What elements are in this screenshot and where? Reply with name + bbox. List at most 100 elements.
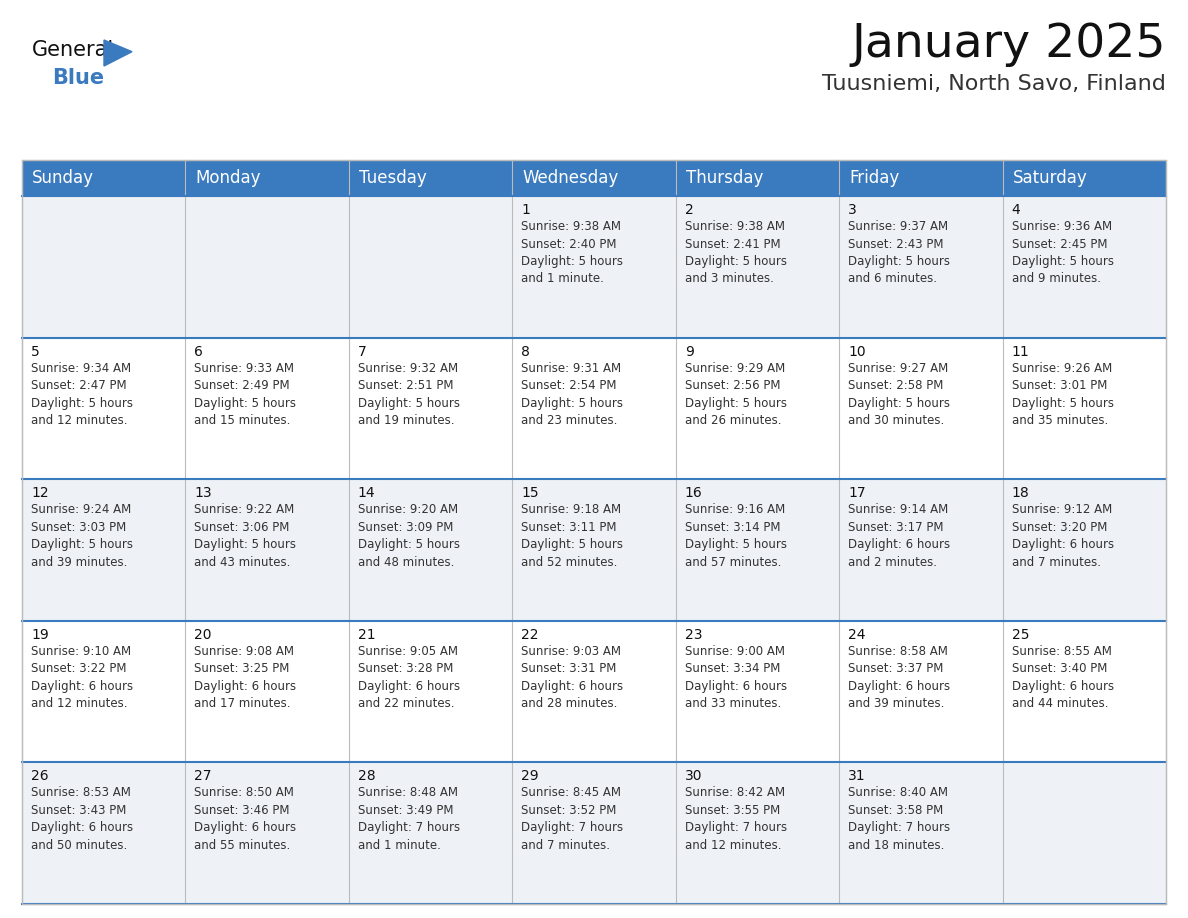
Text: Sunrise: 9:33 AM
Sunset: 2:49 PM
Daylight: 5 hours
and 15 minutes.: Sunrise: 9:33 AM Sunset: 2:49 PM Dayligh… xyxy=(195,362,297,427)
Bar xyxy=(1003,160,1165,196)
Bar xyxy=(839,621,1003,763)
Text: 19: 19 xyxy=(31,628,49,642)
Bar xyxy=(839,338,1003,479)
Text: Sunrise: 9:31 AM
Sunset: 2:54 PM
Daylight: 5 hours
and 23 minutes.: Sunrise: 9:31 AM Sunset: 2:54 PM Dayligh… xyxy=(522,362,624,427)
Text: Sunrise: 9:22 AM
Sunset: 3:06 PM
Daylight: 5 hours
and 43 minutes.: Sunrise: 9:22 AM Sunset: 3:06 PM Dayligh… xyxy=(195,503,297,568)
Bar xyxy=(185,338,349,479)
Text: Sunrise: 9:16 AM
Sunset: 3:14 PM
Daylight: 5 hours
and 57 minutes.: Sunrise: 9:16 AM Sunset: 3:14 PM Dayligh… xyxy=(684,503,786,568)
Text: Sunrise: 8:53 AM
Sunset: 3:43 PM
Daylight: 6 hours
and 50 minutes.: Sunrise: 8:53 AM Sunset: 3:43 PM Dayligh… xyxy=(31,787,133,852)
Bar xyxy=(839,763,1003,904)
Bar xyxy=(349,479,512,621)
Bar xyxy=(512,338,676,479)
Text: 31: 31 xyxy=(848,769,866,783)
Text: 14: 14 xyxy=(358,487,375,500)
Text: Sunrise: 9:36 AM
Sunset: 2:45 PM
Daylight: 5 hours
and 9 minutes.: Sunrise: 9:36 AM Sunset: 2:45 PM Dayligh… xyxy=(1011,220,1113,285)
Bar xyxy=(839,160,1003,196)
Bar xyxy=(185,196,349,338)
Text: Sunrise: 9:26 AM
Sunset: 3:01 PM
Daylight: 5 hours
and 35 minutes.: Sunrise: 9:26 AM Sunset: 3:01 PM Dayligh… xyxy=(1011,362,1113,427)
Bar xyxy=(839,196,1003,338)
Text: Sunday: Sunday xyxy=(32,169,94,187)
Bar xyxy=(512,763,676,904)
Text: 26: 26 xyxy=(31,769,49,783)
Text: Sunrise: 9:34 AM
Sunset: 2:47 PM
Daylight: 5 hours
and 12 minutes.: Sunrise: 9:34 AM Sunset: 2:47 PM Dayligh… xyxy=(31,362,133,427)
Bar xyxy=(185,621,349,763)
Bar xyxy=(676,196,839,338)
Bar xyxy=(349,160,512,196)
Text: Wednesday: Wednesday xyxy=(523,169,619,187)
Text: 28: 28 xyxy=(358,769,375,783)
Bar xyxy=(349,621,512,763)
Bar xyxy=(1003,621,1165,763)
Text: Sunrise: 9:27 AM
Sunset: 2:58 PM
Daylight: 5 hours
and 30 minutes.: Sunrise: 9:27 AM Sunset: 2:58 PM Dayligh… xyxy=(848,362,950,427)
Text: Sunrise: 9:38 AM
Sunset: 2:41 PM
Daylight: 5 hours
and 3 minutes.: Sunrise: 9:38 AM Sunset: 2:41 PM Dayligh… xyxy=(684,220,786,285)
Bar xyxy=(839,479,1003,621)
Text: Sunrise: 8:48 AM
Sunset: 3:49 PM
Daylight: 7 hours
and 1 minute.: Sunrise: 8:48 AM Sunset: 3:49 PM Dayligh… xyxy=(358,787,460,852)
Text: 23: 23 xyxy=(684,628,702,642)
Text: Sunrise: 9:12 AM
Sunset: 3:20 PM
Daylight: 6 hours
and 7 minutes.: Sunrise: 9:12 AM Sunset: 3:20 PM Dayligh… xyxy=(1011,503,1113,568)
Text: Thursday: Thursday xyxy=(685,169,763,187)
Text: 21: 21 xyxy=(358,628,375,642)
Bar xyxy=(185,763,349,904)
Text: Sunrise: 9:03 AM
Sunset: 3:31 PM
Daylight: 6 hours
and 28 minutes.: Sunrise: 9:03 AM Sunset: 3:31 PM Dayligh… xyxy=(522,644,624,711)
Bar xyxy=(512,621,676,763)
Text: Sunrise: 9:29 AM
Sunset: 2:56 PM
Daylight: 5 hours
and 26 minutes.: Sunrise: 9:29 AM Sunset: 2:56 PM Dayligh… xyxy=(684,362,786,427)
Text: 7: 7 xyxy=(358,344,367,359)
Bar xyxy=(676,621,839,763)
Bar xyxy=(185,160,349,196)
Bar xyxy=(676,338,839,479)
Text: 5: 5 xyxy=(31,344,39,359)
Text: Blue: Blue xyxy=(52,68,105,88)
Bar xyxy=(1003,763,1165,904)
Bar xyxy=(349,196,512,338)
Bar xyxy=(23,479,185,621)
Text: 22: 22 xyxy=(522,628,539,642)
Bar xyxy=(1003,196,1165,338)
Text: 25: 25 xyxy=(1011,628,1029,642)
Text: Sunrise: 8:45 AM
Sunset: 3:52 PM
Daylight: 7 hours
and 7 minutes.: Sunrise: 8:45 AM Sunset: 3:52 PM Dayligh… xyxy=(522,787,624,852)
Text: Sunrise: 9:38 AM
Sunset: 2:40 PM
Daylight: 5 hours
and 1 minute.: Sunrise: 9:38 AM Sunset: 2:40 PM Dayligh… xyxy=(522,220,624,285)
Text: Sunrise: 9:10 AM
Sunset: 3:22 PM
Daylight: 6 hours
and 12 minutes.: Sunrise: 9:10 AM Sunset: 3:22 PM Dayligh… xyxy=(31,644,133,711)
Bar xyxy=(23,621,185,763)
Bar xyxy=(512,160,676,196)
Text: Tuusniemi, North Savo, Finland: Tuusniemi, North Savo, Finland xyxy=(822,74,1165,94)
Text: 4: 4 xyxy=(1011,203,1020,217)
Text: Sunrise: 9:32 AM
Sunset: 2:51 PM
Daylight: 5 hours
and 19 minutes.: Sunrise: 9:32 AM Sunset: 2:51 PM Dayligh… xyxy=(358,362,460,427)
Text: 16: 16 xyxy=(684,487,702,500)
Text: 3: 3 xyxy=(848,203,857,217)
Text: 30: 30 xyxy=(684,769,702,783)
Text: 1: 1 xyxy=(522,203,530,217)
Text: 15: 15 xyxy=(522,487,539,500)
Text: Sunrise: 9:08 AM
Sunset: 3:25 PM
Daylight: 6 hours
and 17 minutes.: Sunrise: 9:08 AM Sunset: 3:25 PM Dayligh… xyxy=(195,644,297,711)
Text: 29: 29 xyxy=(522,769,539,783)
Bar xyxy=(512,196,676,338)
Bar xyxy=(512,479,676,621)
Text: Sunrise: 9:05 AM
Sunset: 3:28 PM
Daylight: 6 hours
and 22 minutes.: Sunrise: 9:05 AM Sunset: 3:28 PM Dayligh… xyxy=(358,644,460,711)
Text: Sunrise: 9:00 AM
Sunset: 3:34 PM
Daylight: 6 hours
and 33 minutes.: Sunrise: 9:00 AM Sunset: 3:34 PM Dayligh… xyxy=(684,644,786,711)
Bar xyxy=(1003,338,1165,479)
Text: Sunrise: 8:58 AM
Sunset: 3:37 PM
Daylight: 6 hours
and 39 minutes.: Sunrise: 8:58 AM Sunset: 3:37 PM Dayligh… xyxy=(848,644,950,711)
Text: General: General xyxy=(32,40,114,60)
Text: 13: 13 xyxy=(195,487,211,500)
Text: 6: 6 xyxy=(195,344,203,359)
Bar xyxy=(23,338,185,479)
Text: Sunrise: 9:18 AM
Sunset: 3:11 PM
Daylight: 5 hours
and 52 minutes.: Sunrise: 9:18 AM Sunset: 3:11 PM Dayligh… xyxy=(522,503,624,568)
Text: Sunrise: 8:55 AM
Sunset: 3:40 PM
Daylight: 6 hours
and 44 minutes.: Sunrise: 8:55 AM Sunset: 3:40 PM Dayligh… xyxy=(1011,644,1113,711)
Bar xyxy=(349,338,512,479)
Text: 24: 24 xyxy=(848,628,866,642)
Text: 18: 18 xyxy=(1011,487,1029,500)
Bar xyxy=(23,763,185,904)
Text: Sunrise: 9:24 AM
Sunset: 3:03 PM
Daylight: 5 hours
and 39 minutes.: Sunrise: 9:24 AM Sunset: 3:03 PM Dayligh… xyxy=(31,503,133,568)
Text: Monday: Monday xyxy=(196,169,261,187)
Bar xyxy=(23,160,1165,904)
Bar xyxy=(676,479,839,621)
Bar xyxy=(185,479,349,621)
Text: 12: 12 xyxy=(31,487,49,500)
Text: 9: 9 xyxy=(684,344,694,359)
Text: 17: 17 xyxy=(848,487,866,500)
Text: January 2025: January 2025 xyxy=(852,22,1165,67)
Text: 2: 2 xyxy=(684,203,694,217)
Bar xyxy=(349,763,512,904)
Text: Friday: Friday xyxy=(849,169,899,187)
Text: Sunrise: 9:37 AM
Sunset: 2:43 PM
Daylight: 5 hours
and 6 minutes.: Sunrise: 9:37 AM Sunset: 2:43 PM Dayligh… xyxy=(848,220,950,285)
Text: 8: 8 xyxy=(522,344,530,359)
